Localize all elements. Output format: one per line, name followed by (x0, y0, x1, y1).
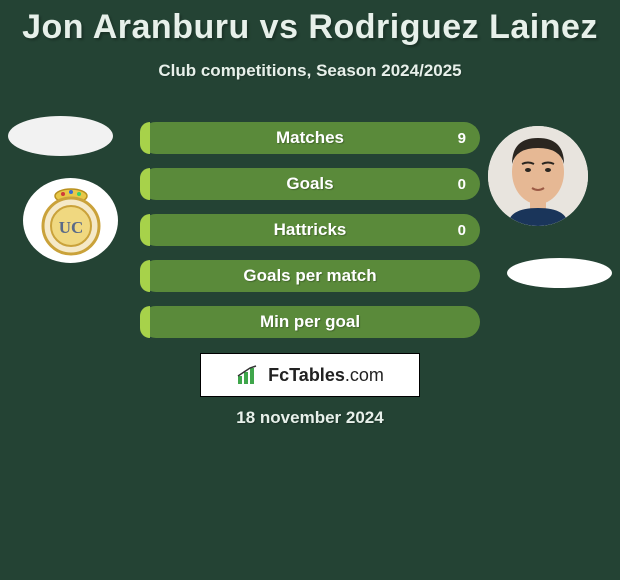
player1-avatar (8, 116, 113, 156)
stat-bar-fill (140, 168, 150, 200)
brand-logo: FcTables.com (200, 353, 420, 397)
stat-bar-fill (140, 214, 150, 246)
stat-bar-row: Min per goal (140, 306, 480, 338)
brand-text: FcTables.com (268, 365, 384, 386)
subtitle: Club competitions, Season 2024/2025 (0, 61, 620, 81)
stat-bar-fill (140, 260, 150, 292)
page-title: Jon Aranburu vs Rodriguez Lainez (0, 0, 620, 47)
player2-avatar (488, 126, 588, 226)
stat-label: Hattricks (274, 220, 347, 240)
stat-value-right: 9 (458, 130, 466, 147)
stat-value-right: 0 (458, 176, 466, 193)
stat-label: Goals per match (243, 266, 376, 286)
stat-bar-row: Goals 0 (140, 168, 480, 200)
stat-bars: Matches 9 Goals 0 Hattricks 0 Goals per match M… (140, 122, 480, 352)
chart-icon (236, 364, 262, 386)
stat-bar-fill (140, 122, 150, 154)
brand-suffix: .com (345, 365, 384, 385)
player1-club-badge: UC (23, 178, 118, 263)
stat-value-right: 0 (458, 222, 466, 239)
stat-bar-fill (140, 306, 150, 338)
stat-label: Matches (276, 128, 344, 148)
stat-bar-row: Matches 9 (140, 122, 480, 154)
stat-label: Goals (286, 174, 333, 194)
date-label: 18 november 2024 (0, 408, 620, 428)
brand-name: FcTables (268, 365, 345, 385)
club-badge-icon: UC (36, 186, 106, 256)
player2-club-badge (507, 258, 612, 288)
stat-bar-row: Goals per match (140, 260, 480, 292)
player2-face-icon (488, 126, 588, 226)
stat-label: Min per goal (260, 312, 360, 332)
club-badge-text: UC (58, 218, 83, 237)
stat-bar-row: Hattricks 0 (140, 214, 480, 246)
comparison-card: Jon Aranburu vs Rodriguez Lainez Club co… (0, 0, 620, 580)
